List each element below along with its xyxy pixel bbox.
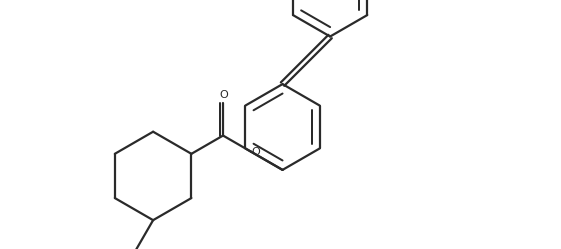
Text: O: O — [252, 147, 261, 157]
Text: O: O — [219, 90, 228, 100]
